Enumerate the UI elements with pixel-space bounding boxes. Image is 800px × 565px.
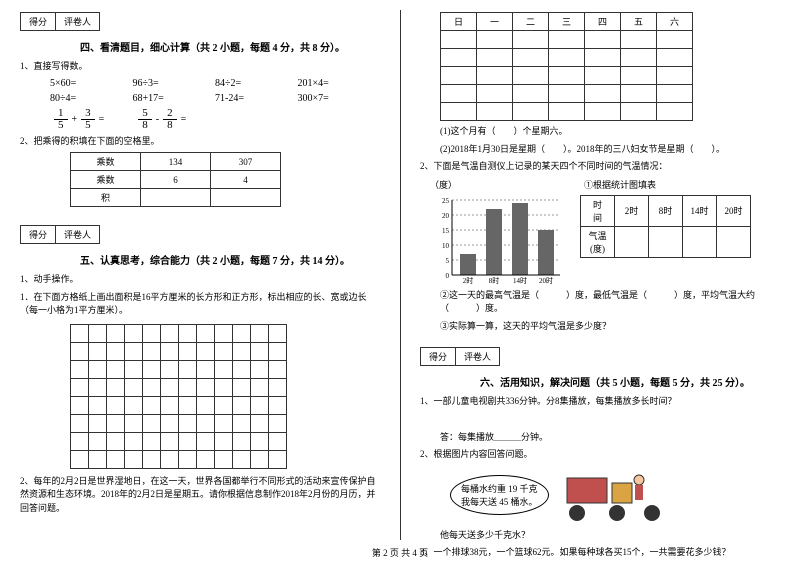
expr: 68+17=: [133, 93, 216, 104]
fraction-row: 15 + 35 = 58 - 28 =: [50, 108, 380, 131]
svg-text:15: 15: [442, 227, 450, 235]
s5-q1: 1、动手操作。: [20, 273, 380, 287]
calendar-table: 日一二三四五六: [440, 12, 693, 121]
bar-chart: 0 5 10 15 20 25 2时 8时 14时 20时: [430, 195, 560, 285]
temp-q2: ②这一天的最高气温是（ ）度，最低气温是（ ）度，平均气温大约（ ）度。: [440, 289, 780, 316]
svg-text:0: 0: [446, 272, 450, 280]
svg-text:14时: 14时: [513, 276, 527, 285]
chart-rtitle: ①根据统计图填表: [460, 178, 780, 191]
svg-text:2时: 2时: [463, 276, 474, 285]
cal-q1: (1)这个月有（ ）个星期六。: [440, 125, 780, 139]
fraction: 58: [138, 108, 152, 131]
expr: 300×7=: [298, 93, 381, 104]
s6-a1: 答：每集播放＿＿＿分钟。: [440, 431, 780, 445]
s6-q1: 1、一部儿童电视剧共336分钟。分8集播放，每集播放多长时间？: [420, 395, 780, 409]
s5-q1a: 1．在下面方格纸上画出面积是16平方厘米的长方形和正方形，标出相应的长、宽或边长…: [20, 291, 380, 318]
temp-intro: 2、下面是气温自测仪上记录的某天四个不同时间的气温情况：: [420, 160, 780, 174]
marker-label: 评卷人: [456, 348, 499, 365]
expr: 80÷4=: [50, 93, 133, 104]
expr: 96÷3=: [133, 78, 216, 89]
svg-text:20: 20: [442, 212, 450, 220]
score-label: 得分: [21, 13, 56, 30]
temp-table: 时 间2时8时14时20时 气温(度): [580, 195, 751, 258]
expr: 71-24=: [215, 93, 298, 104]
temp-q3: ③实际算一算，这天的平均气温是多少度？: [440, 320, 780, 334]
fraction: 15: [54, 108, 68, 131]
svg-text:5: 5: [446, 257, 450, 265]
score-box: 得分评卷人: [20, 12, 100, 31]
y-label: （度）: [430, 178, 460, 191]
expr: 5×60=: [50, 78, 133, 89]
speech-bubble: 每桶水约重 19 千克 我每天送 45 桶水。: [450, 475, 549, 515]
grid-paper: [70, 324, 380, 469]
marker-label: 评卷人: [56, 13, 99, 30]
s5-q2: 2、每年的2月2日是世界湿地日，在这一天，世界各国都举行不同形式的活动来宣传保护…: [20, 475, 380, 516]
score-label: 得分: [21, 226, 56, 243]
score-box: 得分评卷人: [20, 225, 100, 244]
s4-q2: 2、把乘得的积填在下面的空格里。: [20, 135, 380, 149]
svg-text:20时: 20时: [539, 276, 553, 285]
multiply-table: 乘数134307 乘数64 积: [70, 152, 281, 207]
s4-q1: 1、直接写得数。: [20, 60, 380, 74]
op-plus: +: [72, 114, 78, 125]
expr: 201×4=: [298, 78, 381, 89]
op-eq: =: [181, 114, 187, 125]
math-row-1: 5×60= 96÷3= 84÷2= 201×4=: [50, 78, 380, 89]
s6-q2a: 他每天送多少千克水？: [440, 529, 780, 543]
section-4-title: 四、看清题目，细心计算（共 2 小题，每题 4 分，共 8 分）。: [80, 39, 380, 54]
section-5-title: 五、认真思考，综合能力（共 2 小题，每题 7 分，共 14 分）。: [80, 252, 380, 267]
tricycle-icon: [557, 468, 667, 523]
page-footer: 第 2 页 共 4 页: [0, 546, 800, 559]
op-eq: =: [99, 114, 105, 125]
section-6-title: 六、活用知识，解决问题（共 5 小题，每题 5 分，共 25 分）。: [480, 374, 780, 389]
expr: 84÷2=: [215, 78, 298, 89]
marker-label: 评卷人: [56, 226, 99, 243]
score-label: 得分: [421, 348, 456, 365]
s6-q2: 2、根据图片内容回答问题。: [420, 448, 780, 462]
math-row-2: 80÷4= 68+17= 71-24= 300×7=: [50, 93, 380, 104]
svg-text:10: 10: [442, 242, 450, 250]
svg-text:8时: 8时: [489, 276, 500, 285]
cal-q2: (2)2018年1月30日是星期（ ）。2018年的三八妇女节是星期（ ）。: [440, 143, 780, 157]
fraction: 28: [163, 108, 177, 131]
op-minus: -: [156, 114, 159, 125]
fraction: 35: [81, 108, 95, 131]
svg-text:25: 25: [442, 197, 450, 205]
score-box: 得分评卷人: [420, 347, 500, 366]
delivery-figure: 每桶水约重 19 千克 我每天送 45 桶水。: [450, 468, 780, 523]
